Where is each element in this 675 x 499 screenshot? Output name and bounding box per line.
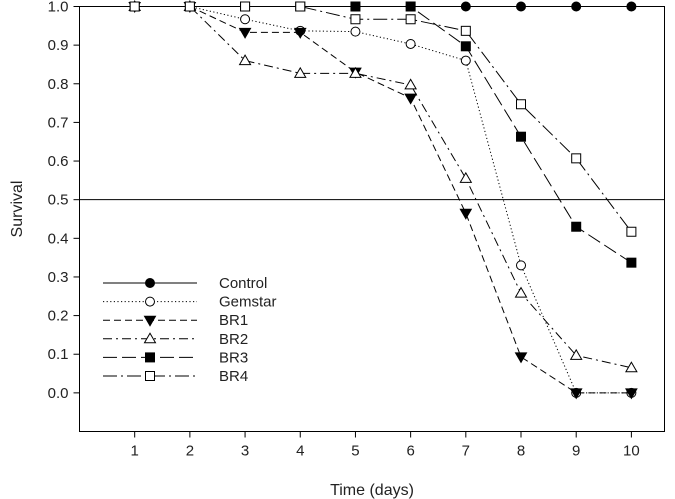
x-tick-label: 8 xyxy=(517,443,525,460)
legend-item-br1: BR1 xyxy=(103,312,248,329)
series-line-br4 xyxy=(134,6,632,233)
x-axis-title: Time (days) xyxy=(330,482,414,499)
x-tick-label: 6 xyxy=(406,443,414,460)
data-point-br3 xyxy=(460,41,471,52)
data-point-br1 xyxy=(293,27,307,39)
series-layer xyxy=(128,0,638,400)
data-point-br2 xyxy=(349,66,362,78)
legend-marker-control xyxy=(145,278,155,288)
data-point-br2 xyxy=(459,171,473,183)
y-tick-label: 0.6 xyxy=(48,153,69,170)
data-point-control xyxy=(460,1,471,12)
data-point-gemstar xyxy=(516,260,527,271)
data-point-br2 xyxy=(625,361,638,373)
x-tick-label: 1 xyxy=(131,443,139,460)
y-tick-label: 0.5 xyxy=(48,192,69,209)
data-point-br1 xyxy=(514,352,528,364)
y-tick-label: 0.2 xyxy=(48,308,69,325)
series-br2 xyxy=(128,0,638,373)
data-point-br4 xyxy=(129,1,140,12)
y-tick-label: 0.1 xyxy=(48,346,69,363)
y-tick-label: 0.3 xyxy=(48,269,69,286)
legend-item-gemstar: Gemstar xyxy=(103,294,277,311)
legend-label-br2: BR2 xyxy=(219,331,248,348)
data-point-br4 xyxy=(626,226,637,237)
data-point-br2 xyxy=(514,286,528,298)
series-line-br1 xyxy=(134,6,632,394)
x-tick-label: 10 xyxy=(623,443,640,460)
legend-marker-br3 xyxy=(145,352,155,363)
data-point-br3 xyxy=(405,1,416,12)
legend-item-br2: BR2 xyxy=(103,331,248,348)
data-point-control xyxy=(571,1,582,12)
data-point-br3 xyxy=(350,1,361,12)
legend-item-br4: BR4 xyxy=(103,368,248,385)
legend-label-br1: BR1 xyxy=(219,312,248,329)
legend-label-control: Control xyxy=(219,275,267,292)
x-axis: 1 2 3 4 5 6 7 8 9 10 xyxy=(131,431,640,460)
legend-marker-br4 xyxy=(145,371,155,381)
data-point-br4 xyxy=(240,1,251,12)
y-axis-title: Survival xyxy=(9,181,26,238)
series-br3 xyxy=(129,1,637,268)
series-line-br2 xyxy=(134,6,632,369)
y-tick-label: 1.0 xyxy=(48,0,69,16)
data-point-gemstar xyxy=(460,55,471,66)
data-point-br2 xyxy=(238,54,252,66)
x-tick-label: 5 xyxy=(351,443,359,460)
legend-marker-br1 xyxy=(143,315,157,327)
y-axis: 0.0 0.1 0.2 0.3 0.4 0.5 0.6 0.7 0.8 0.9 1.0 xyxy=(48,0,80,402)
legend-label-br4: BR4 xyxy=(219,368,248,385)
x-tick-label: 4 xyxy=(296,443,304,460)
y-tick-label: 0.4 xyxy=(48,230,69,247)
series-line-br3 xyxy=(134,6,632,264)
plot-frame xyxy=(79,6,665,432)
data-point-br4 xyxy=(184,1,195,12)
data-point-br1 xyxy=(404,93,417,105)
legend-item-br3: BR3 xyxy=(103,349,248,366)
data-point-control xyxy=(516,1,527,12)
data-point-gemstar xyxy=(240,14,251,25)
data-point-br4 xyxy=(516,99,527,110)
legend-item-control: Control xyxy=(103,275,267,292)
legend-marker-gemstar xyxy=(145,296,155,307)
x-tick-label: 7 xyxy=(462,443,470,460)
data-point-br2 xyxy=(404,78,417,90)
data-point-control xyxy=(626,1,637,12)
data-point-br2 xyxy=(569,348,583,360)
legend-label-br3: BR3 xyxy=(219,349,248,366)
x-tick-label: 2 xyxy=(186,443,194,460)
data-point-gemstar xyxy=(350,26,361,37)
data-point-br3 xyxy=(571,221,582,232)
data-point-br1 xyxy=(238,27,252,39)
x-tick-label: 3 xyxy=(241,443,249,460)
data-point-br4 xyxy=(405,14,416,25)
series-br4 xyxy=(129,1,637,237)
data-point-br1 xyxy=(569,388,583,400)
data-point-br4 xyxy=(460,25,471,36)
y-tick-label: 0.7 xyxy=(48,114,69,131)
y-tick-label: 0.0 xyxy=(48,385,69,402)
y-tick-label: 0.8 xyxy=(48,76,69,93)
data-point-gemstar xyxy=(405,38,416,49)
data-point-br4 xyxy=(571,153,582,164)
legend-label-gemstar: Gemstar xyxy=(219,294,277,311)
x-tick-label: 9 xyxy=(572,443,580,460)
data-point-br3 xyxy=(626,257,637,268)
data-point-br1 xyxy=(625,388,638,400)
y-tick-label: 0.9 xyxy=(48,37,69,54)
data-point-br4 xyxy=(295,1,306,12)
data-point-br1 xyxy=(459,208,473,220)
data-point-br2 xyxy=(293,66,307,78)
series-br1 xyxy=(128,2,638,400)
data-point-br4 xyxy=(350,14,361,25)
series-line-gemstar xyxy=(134,6,632,394)
data-point-br3 xyxy=(516,131,527,142)
legend-marker-br2 xyxy=(143,332,157,344)
